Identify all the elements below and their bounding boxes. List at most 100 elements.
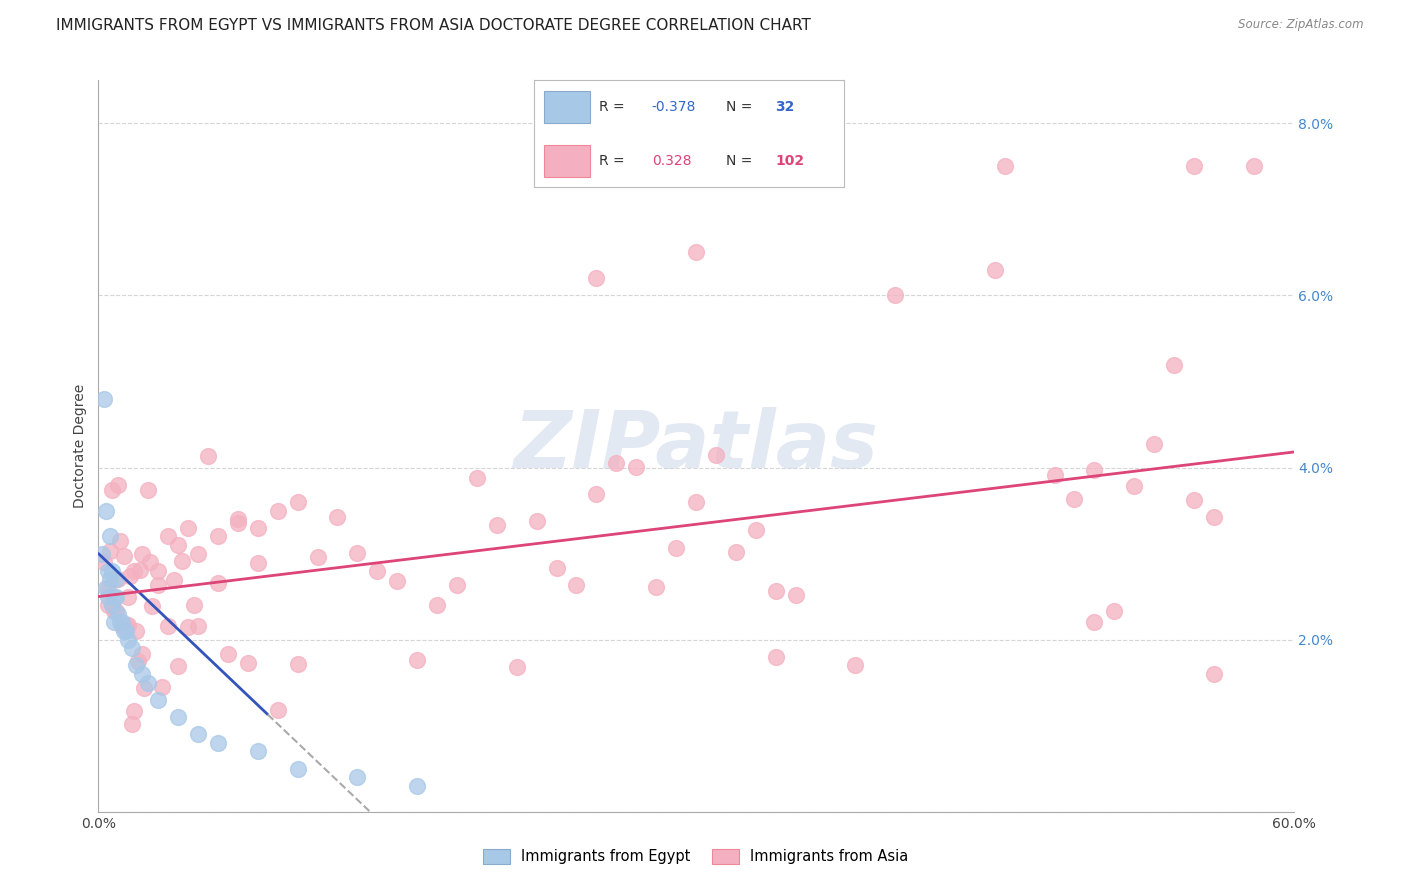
Point bbox=[287, 495, 309, 509]
Point bbox=[96, 581, 118, 595]
Point bbox=[585, 271, 607, 285]
Point bbox=[246, 556, 269, 570]
Point bbox=[97, 564, 120, 578]
Point bbox=[101, 598, 124, 612]
Point bbox=[287, 657, 309, 671]
Point bbox=[984, 262, 1007, 277]
Point bbox=[1163, 358, 1185, 372]
Point bbox=[110, 615, 132, 630]
Point bbox=[765, 649, 787, 664]
Point bbox=[183, 598, 205, 612]
Point bbox=[1243, 159, 1265, 173]
Point bbox=[97, 581, 120, 595]
Point bbox=[127, 655, 149, 669]
Point bbox=[526, 514, 548, 528]
Point bbox=[626, 460, 648, 475]
Point bbox=[307, 549, 329, 564]
Point bbox=[326, 509, 349, 524]
Point bbox=[150, 680, 173, 694]
Point bbox=[605, 456, 627, 470]
Point bbox=[685, 494, 707, 508]
Point bbox=[97, 598, 120, 612]
Point bbox=[148, 578, 170, 592]
Point bbox=[172, 553, 194, 567]
Point bbox=[246, 521, 269, 535]
Point bbox=[125, 658, 148, 673]
Point bbox=[267, 503, 290, 517]
Bar bbox=[544, 91, 591, 123]
Point bbox=[112, 549, 135, 563]
Point bbox=[141, 599, 163, 613]
Text: 32: 32 bbox=[776, 100, 794, 114]
Point bbox=[406, 653, 429, 667]
Point bbox=[1083, 615, 1105, 630]
Text: 102: 102 bbox=[776, 153, 804, 168]
Y-axis label: Doctorate Degree: Doctorate Degree bbox=[73, 384, 87, 508]
Point bbox=[884, 288, 907, 302]
Point bbox=[157, 529, 180, 543]
Point bbox=[1123, 479, 1146, 493]
Point bbox=[645, 580, 668, 594]
Point bbox=[217, 647, 239, 661]
Text: 0.328: 0.328 bbox=[652, 153, 692, 168]
Point bbox=[157, 618, 180, 632]
Point bbox=[93, 555, 115, 569]
Point bbox=[1202, 510, 1225, 524]
Point bbox=[565, 578, 588, 592]
Point bbox=[785, 588, 807, 602]
Point bbox=[246, 744, 269, 758]
Point bbox=[163, 573, 186, 587]
Point bbox=[177, 620, 200, 634]
Point bbox=[236, 656, 259, 670]
Point bbox=[585, 487, 607, 501]
Point bbox=[745, 523, 768, 537]
Bar bbox=[544, 145, 591, 177]
Point bbox=[117, 618, 139, 632]
Point bbox=[1182, 492, 1205, 507]
Point bbox=[207, 576, 229, 591]
Point bbox=[115, 618, 138, 632]
Point bbox=[506, 660, 529, 674]
Point bbox=[366, 564, 388, 578]
Point bbox=[105, 603, 128, 617]
Point bbox=[426, 598, 449, 612]
Point bbox=[121, 641, 143, 656]
Point bbox=[112, 624, 135, 638]
Point bbox=[129, 563, 152, 577]
Point bbox=[131, 547, 153, 561]
Point bbox=[207, 529, 229, 543]
Point bbox=[117, 590, 139, 604]
Point bbox=[187, 547, 209, 561]
Point bbox=[120, 569, 142, 583]
Point bbox=[1063, 492, 1085, 507]
Point bbox=[187, 727, 209, 741]
Point bbox=[103, 604, 125, 618]
Point bbox=[139, 555, 162, 569]
Point bbox=[1043, 467, 1066, 482]
Text: N =: N = bbox=[725, 100, 752, 114]
Point bbox=[485, 517, 508, 532]
Point bbox=[177, 521, 200, 535]
Point bbox=[91, 547, 114, 561]
Point bbox=[685, 245, 707, 260]
Point bbox=[131, 647, 153, 661]
Point bbox=[124, 704, 146, 718]
Point bbox=[207, 736, 229, 750]
Point bbox=[93, 392, 115, 406]
Point bbox=[117, 632, 139, 647]
Point bbox=[446, 578, 468, 592]
Point bbox=[131, 667, 153, 681]
Point bbox=[167, 710, 190, 724]
Text: R =: R = bbox=[599, 100, 624, 114]
Point bbox=[1202, 667, 1225, 681]
Text: ZIPatlas: ZIPatlas bbox=[513, 407, 879, 485]
Point bbox=[97, 590, 120, 604]
Point bbox=[844, 658, 866, 673]
Point bbox=[346, 770, 368, 784]
Point bbox=[546, 560, 568, 574]
Point bbox=[765, 583, 787, 598]
Point bbox=[105, 590, 128, 604]
Point bbox=[98, 543, 122, 558]
Text: Source: ZipAtlas.com: Source: ZipAtlas.com bbox=[1239, 18, 1364, 31]
Point bbox=[406, 779, 429, 793]
